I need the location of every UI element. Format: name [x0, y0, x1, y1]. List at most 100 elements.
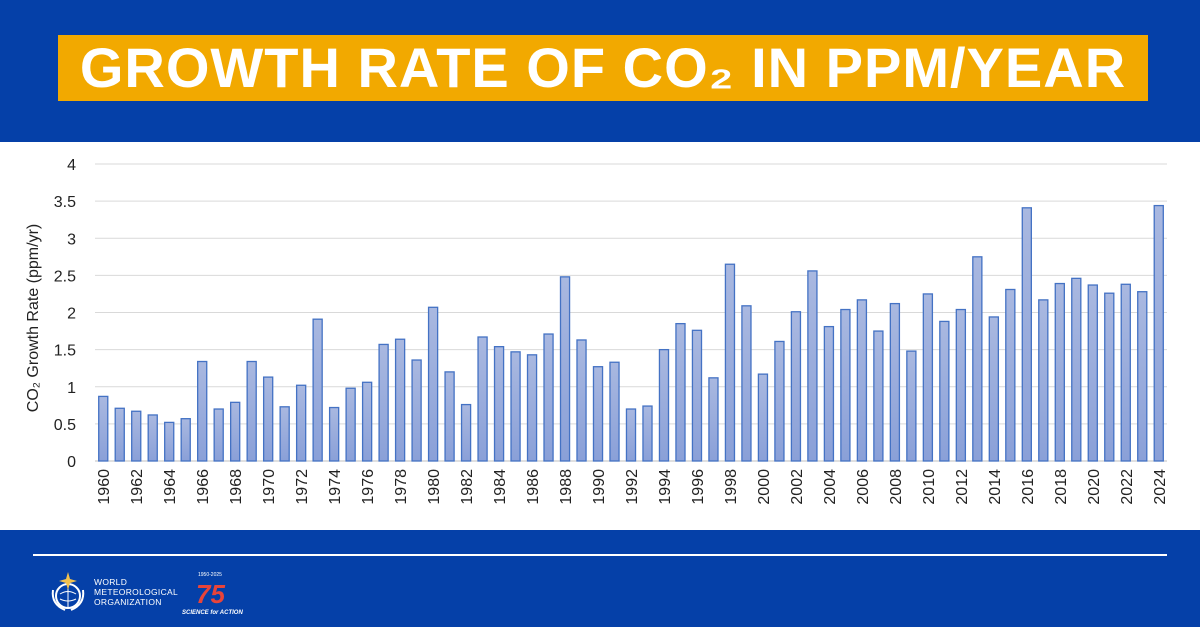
y-tick-label: 0 [67, 454, 76, 471]
wmo-logo: WORLD METEOROLOGICAL ORGANIZATION [48, 570, 178, 614]
svg-text:75: 75 [196, 579, 225, 609]
bar-1960 [98, 395, 109, 462]
bar-2017 [1038, 299, 1049, 462]
y-tick-label: 4 [67, 157, 76, 174]
x-tick-label: 2022 [1119, 469, 1136, 505]
bar-2006 [856, 299, 868, 462]
x-tick-label: 1960 [96, 469, 113, 505]
bar-2019 [1071, 277, 1082, 462]
bar-2008 [889, 302, 901, 462]
x-tick-label: 2024 [1152, 469, 1169, 505]
x-tick-label: 2010 [921, 469, 938, 505]
bar-1985 [510, 351, 521, 462]
bar-2007 [873, 330, 884, 462]
chart-panel: 0 0.5 1 1.5 2 2.5 3 3.5 4 1960 1962 1964 1966 1968 19… [0, 142, 1200, 530]
wmo-name: WORLD METEOROLOGICAL ORGANIZATION [94, 577, 179, 607]
svg-text:1950-2025: 1950-2025 [198, 572, 222, 578]
x-tick-label: 1970 [261, 469, 278, 505]
wmo-emblem-icon [51, 572, 85, 611]
bar-1982 [460, 403, 472, 462]
bar-2015 [1005, 288, 1016, 462]
bar-2003 [807, 270, 818, 462]
bar-1997 [708, 377, 719, 462]
x-tick-label: 1996 [690, 469, 707, 505]
bar-2018 [1054, 282, 1065, 462]
bar-2002 [790, 311, 802, 462]
bar-1980 [427, 306, 439, 462]
x-tick-label: 2000 [756, 469, 773, 505]
anniversary-75-icon: 1950-2025 75 SCIENCE for ACTION [182, 572, 243, 616]
bar-1979 [411, 359, 422, 462]
bar-2021 [1104, 292, 1115, 462]
x-tick-label: 2020 [1086, 469, 1103, 505]
y-tick-label: 2.5 [54, 268, 76, 285]
bar-1990 [592, 366, 604, 462]
bar-2024 [1153, 204, 1164, 462]
bar-1970 [262, 376, 274, 462]
bar-2010 [922, 293, 934, 462]
bar-1969 [246, 360, 257, 462]
bar-1983 [477, 336, 488, 462]
bar-1975 [345, 387, 356, 462]
bar-2000 [757, 373, 769, 462]
bar-2001 [774, 340, 785, 462]
x-axis-ticks: 1960 1962 1964 1966 1968 1970 1972 1974 1976 1978… [96, 469, 1169, 505]
bar-2004 [823, 325, 835, 462]
bar-chart: 00.511.522.533.54 1960 1962 1964 1966 1968 19… [25, 157, 1169, 505]
x-tick-label: 2014 [987, 469, 1004, 505]
y-tick-label: 1 [67, 380, 76, 397]
y-tick-label: 3.5 [54, 194, 76, 211]
bar-1972 [295, 384, 307, 462]
x-tick-label: 1998 [723, 469, 740, 505]
bar-1976 [361, 381, 373, 462]
bars [98, 204, 1164, 462]
x-tick-label: 1968 [228, 469, 245, 505]
bar-1962 [131, 410, 142, 462]
bar-2005 [840, 308, 851, 462]
bar-2009 [906, 350, 917, 462]
x-tick-label: 2012 [954, 469, 971, 505]
bar-1988 [559, 276, 571, 462]
x-tick-label: 1978 [393, 469, 410, 505]
y-axis-ticks: 0 0.5 1 1.5 2 2.5 3 3.5 4 [54, 157, 76, 471]
x-tick-label: 1966 [195, 469, 212, 505]
bar-1986 [526, 354, 538, 462]
x-tick-label: 1964 [162, 469, 179, 505]
bar-2023 [1137, 291, 1148, 462]
x-tick-label: 1986 [525, 469, 542, 505]
bar-1971 [279, 406, 290, 462]
y-tick-label: 2 [67, 306, 76, 323]
bar-1967 [213, 408, 224, 462]
x-tick-label: 1972 [294, 469, 311, 505]
bar-1994 [658, 348, 670, 462]
footer-divider [33, 554, 1167, 556]
bar-2020 [1087, 284, 1098, 462]
bar-1963 [147, 414, 158, 462]
x-tick-label: 2002 [789, 469, 806, 505]
bar-1961 [114, 407, 125, 462]
x-tick-label: 1990 [591, 469, 608, 505]
bar-1973 [312, 318, 323, 462]
bar-2014 [988, 316, 1000, 462]
bar-1966 [197, 360, 208, 462]
x-tick-label: 2004 [822, 469, 839, 505]
bar-1998 [724, 263, 736, 462]
y-tick-label: 1.5 [54, 343, 76, 360]
bar-1987 [543, 333, 554, 462]
y-axis-label: CO₂ Growth Rate (ppm/yr) [25, 224, 42, 412]
x-tick-label: 1974 [327, 469, 344, 505]
bar-1995 [675, 322, 686, 462]
bar-1974 [328, 406, 340, 462]
bar-1989 [576, 339, 587, 462]
x-tick-label: 2018 [1053, 469, 1070, 505]
bar-1996 [691, 329, 703, 462]
y-tick-label: 0.5 [54, 417, 76, 434]
x-tick-label: 1962 [129, 469, 146, 505]
bar-1992 [625, 408, 637, 462]
bar-1991 [609, 361, 620, 462]
bar-1999 [741, 305, 752, 462]
svg-text:SCIENCE for ACTION: SCIENCE for ACTION [182, 610, 243, 616]
bar-2013 [972, 256, 983, 462]
bar-2012 [955, 308, 967, 462]
bar-1965 [180, 418, 191, 462]
